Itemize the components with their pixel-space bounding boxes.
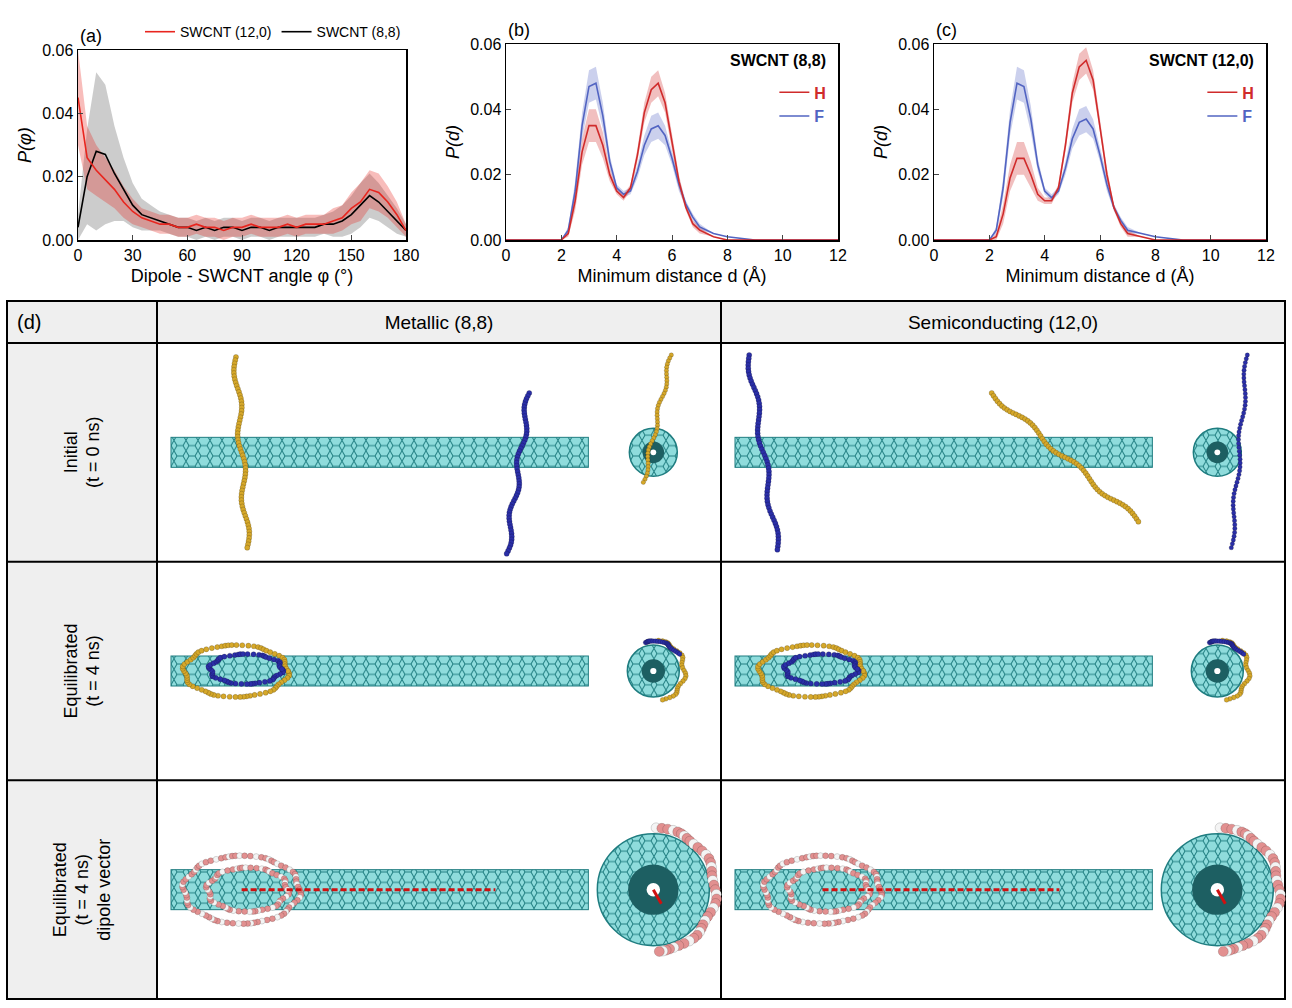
svg-text:6: 6 [668,247,677,264]
svg-text:6: 6 [1096,247,1105,264]
svg-text:Semiconducting (12,0): Semiconducting (12,0) [908,312,1098,333]
svg-text:0.00: 0.00 [42,232,73,249]
svg-text:4: 4 [1040,247,1049,264]
svg-text:180: 180 [393,247,420,264]
svg-text:0: 0 [74,247,83,264]
svg-text:10: 10 [774,247,792,264]
svg-text:4: 4 [612,247,621,264]
svg-text:150: 150 [338,247,365,264]
svg-text:10: 10 [1202,247,1220,264]
svg-text:0.06: 0.06 [470,36,501,53]
svg-text:P(φ): P(φ) [15,127,35,163]
svg-text:90: 90 [233,247,251,264]
svg-text:H: H [814,85,826,102]
svg-text:(d): (d) [17,311,41,333]
svg-text:P(d): P(d) [443,125,463,159]
svg-text:F: F [1242,108,1252,125]
svg-text:0.04: 0.04 [42,105,73,122]
svg-text:SWCNT (8,8): SWCNT (8,8) [317,24,401,40]
svg-text:30: 30 [124,247,142,264]
svg-text:(b): (b) [508,20,530,40]
svg-text:H: H [1242,85,1254,102]
svg-text:0.02: 0.02 [470,166,501,183]
svg-text:60: 60 [178,247,196,264]
svg-text:0.00: 0.00 [898,232,929,249]
svg-text:(a): (a) [80,26,102,46]
svg-text:8: 8 [723,247,732,264]
svg-text:2: 2 [985,247,994,264]
svg-text:120: 120 [283,247,310,264]
svg-text:0.04: 0.04 [898,101,929,118]
svg-text:2: 2 [557,247,566,264]
svg-text:F: F [814,108,824,125]
svg-text:12: 12 [829,247,847,264]
svg-text:0.02: 0.02 [42,168,73,185]
svg-text:SWCNT (12,0): SWCNT (12,0) [180,24,272,40]
svg-text:(c): (c) [936,20,957,40]
svg-text:0.02: 0.02 [898,166,929,183]
svg-text:Initial(t = 0 ns): Initial(t = 0 ns) [61,417,103,489]
svg-text:SWCNT (8,8): SWCNT (8,8) [730,52,826,69]
svg-text:0.04: 0.04 [470,101,501,118]
svg-text:12: 12 [1257,247,1275,264]
svg-text:Metallic (8,8): Metallic (8,8) [385,312,494,333]
svg-text:SWCNT (12,0): SWCNT (12,0) [1149,52,1254,69]
svg-text:0.06: 0.06 [898,36,929,53]
svg-text:0.06: 0.06 [42,42,73,59]
svg-text:Equilibrated(t = 4 ns): Equilibrated(t = 4 ns) [61,623,103,718]
svg-text:Minimum distance d (Å): Minimum distance d (Å) [1005,266,1194,286]
svg-text:0.00: 0.00 [470,232,501,249]
svg-text:Equilibrated(t = 4 ns)dipole v: Equilibrated(t = 4 ns)dipole vector [50,839,114,941]
svg-text:8: 8 [1151,247,1160,264]
svg-text:0: 0 [930,247,939,264]
svg-text:P(d): P(d) [871,125,891,159]
svg-text:Minimum distance d (Å): Minimum distance d (Å) [577,266,766,286]
svg-text:Dipole - SWCNT angle φ (°): Dipole - SWCNT angle φ (°) [131,266,354,286]
svg-text:0: 0 [502,247,511,264]
